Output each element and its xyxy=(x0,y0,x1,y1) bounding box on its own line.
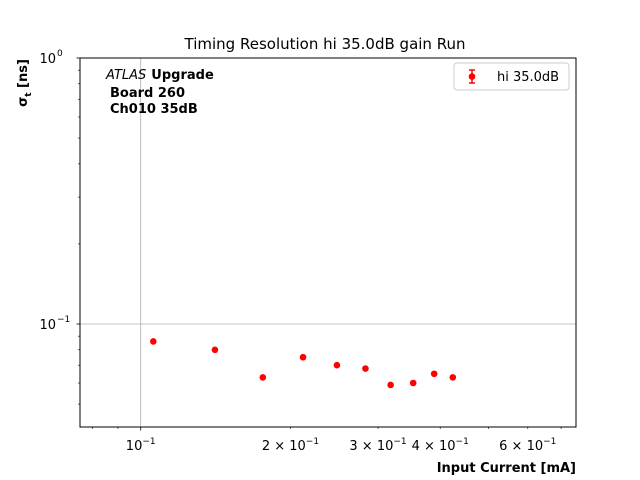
data-point xyxy=(211,346,219,354)
y-tick-exponent: 0 xyxy=(57,49,63,59)
data-point xyxy=(299,353,307,361)
major-ticks xyxy=(76,57,142,431)
data-points xyxy=(150,338,457,389)
legend-label: hi 35.0dB xyxy=(497,70,559,85)
data-point xyxy=(259,374,267,381)
y-axis-unit: [ns] xyxy=(16,59,31,92)
y-axis-label: σt [ns] xyxy=(16,59,34,107)
atlas-annotation: ATLAS Upgrade Board 260 Ch010 35dB xyxy=(105,68,214,117)
y-tick-exponent: −1 xyxy=(57,315,70,325)
x-tick-label: 2 × 10−1 xyxy=(262,437,319,454)
legend-box xyxy=(453,62,570,91)
data-point xyxy=(150,338,157,345)
x-tick-label: 6 × 10−1 xyxy=(499,437,556,454)
y-axis-symbol: σ xyxy=(16,97,31,107)
y-axis-subscript: t xyxy=(24,92,34,97)
x-axis-label: Input Current [mA] xyxy=(437,461,576,476)
legend-marker xyxy=(468,73,476,80)
data-point xyxy=(449,374,457,381)
x-tick-label: 4 × 10−1 xyxy=(412,437,469,454)
legend: hi 35.0dB xyxy=(453,62,570,91)
annotation-channel: Ch010 35dB xyxy=(110,102,198,117)
chart-title: Timing Resolution hi 35.0dB gain Run xyxy=(184,35,466,53)
x-tick-label: 10−1 xyxy=(126,437,156,454)
y-tick-label: 10 xyxy=(39,318,56,333)
annotation-board: Board 260 xyxy=(110,86,185,101)
annotation-line-1: ATLAS Upgrade xyxy=(105,68,214,83)
data-point xyxy=(430,370,438,378)
annotation-upgrade: Upgrade xyxy=(151,68,214,83)
data-point xyxy=(409,379,417,387)
tick-labels: 10−1 2 × 10−1 3 × 10−1 4 × 10−1 6 × 10−110 −1… xyxy=(39,49,556,454)
data-point xyxy=(362,365,369,372)
y-tick-label: 10 xyxy=(39,52,56,67)
data-point xyxy=(387,381,394,389)
data-point xyxy=(333,361,341,369)
plot-frame xyxy=(79,57,577,428)
annotation-atlas: ATLAS xyxy=(105,68,146,83)
x-tick-label: 3 × 10−1 xyxy=(349,437,406,454)
